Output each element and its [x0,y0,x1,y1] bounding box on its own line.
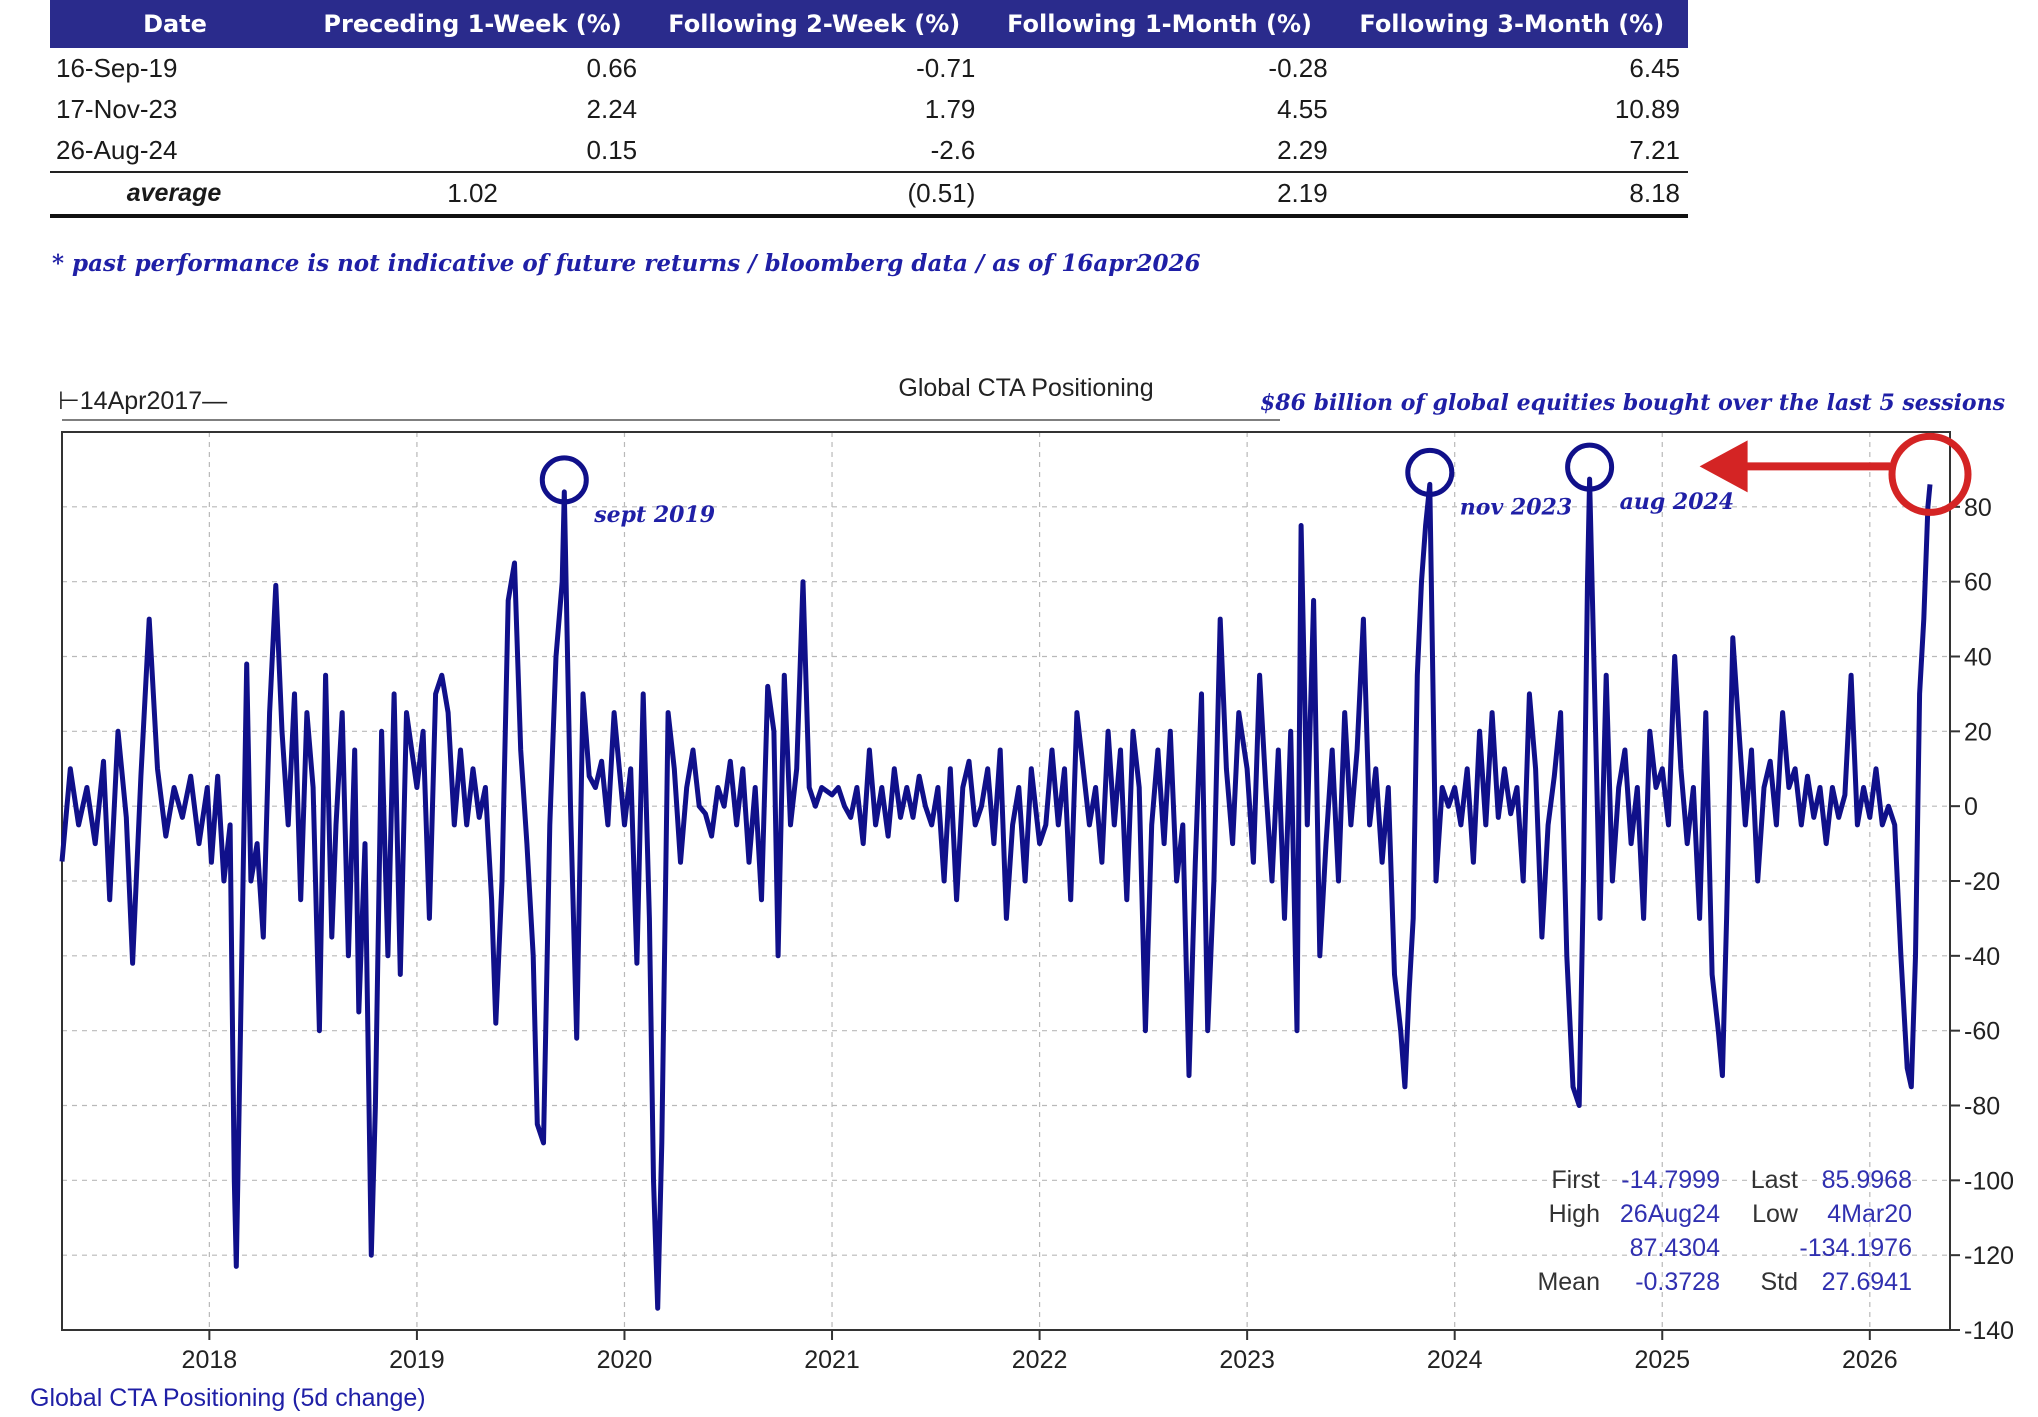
row-date: 26-Aug-24 [56,135,178,165]
row-f2w: 1.79 [924,94,976,124]
table-header-row: Date Preceding 1-Week (%) Following 2-We… [50,0,1688,48]
average-label: average [50,171,300,218]
stat-high-date: 26Aug24 [1620,1200,1720,1228]
stat-first-value: -14.7999 [1621,1166,1720,1194]
stat-mean-label: Mean [1537,1268,1600,1296]
annotation-circle-nov-2023 [1405,447,1455,497]
y-tick-label: 0 [1964,793,1978,821]
x-tick-label: 2021 [804,1346,860,1374]
start-date-label: ⊢14Apr2017— [58,387,227,415]
row-f1m: 2.29 [1277,135,1328,165]
y-tick-label: -60 [1964,1018,2000,1046]
y-tick-label: 60 [1964,569,1992,597]
stat-std-label: Std [1760,1268,1798,1296]
annotation-label-aug-2024: aug 2024 [1620,489,1735,515]
y-tick-label: 80 [1964,494,1992,522]
start-date-text: 14Apr2017 [80,387,202,415]
row-f3m: 6.45 [1629,53,1680,83]
stat-std-value: 27.6941 [1822,1268,1912,1296]
x-tick-label: 2024 [1427,1346,1483,1374]
y-tick-label: 20 [1964,718,1992,746]
stat-last-label: Last [1751,1166,1798,1194]
row-f3m: 10.89 [1614,94,1680,124]
row-pre1w: 0.15 [586,135,638,165]
y-tick-label: -80 [1964,1093,2000,1121]
y-tick-label: -140 [1964,1317,2014,1345]
series-line [59,476,1933,1311]
stat-low-value: -134.1976 [1799,1234,1912,1262]
table-row: 26-Aug-24 0.15 -2.6 2.29 7.21 [50,130,1688,172]
row-f2w: -2.6 [930,135,976,165]
headline-annotation: $86 billion of global equities bought ov… [1260,390,2005,416]
row-date: 17-Nov-23 [56,94,178,124]
x-axis: 2018 2019 2020 2021 2022 2023 2024 2025 2026 [182,1330,1898,1374]
average-row: average 1.02 (0.51) 2.19 8.18 [50,171,1688,218]
annotations: sept 2019 nov 2023 aug 2024 [539,432,1972,528]
table-row: 16-Sep-19 0.66 -0.71 -0.28 6.45 [50,48,1688,89]
average-f1m: 2.19 [983,171,1336,218]
row-f2w: -0.71 [916,53,976,83]
x-tick-label: 2018 [182,1346,238,1374]
stat-last-value: 85.9968 [1822,1166,1912,1194]
stat-low-date: 4Mar20 [1827,1200,1912,1228]
average-f3m: 8.18 [1335,171,1688,218]
y-tick-label: -40 [1964,943,2000,971]
average-f2w: (0.51) [645,171,984,218]
chart-title: Global CTA Positioning [898,374,1153,402]
row-pre1w: 0.66 [586,53,638,83]
average-pre1w: 1.02 [300,171,646,218]
header-following-1m: Following 1-Month (%) [983,0,1336,48]
stat-high-label: High [1549,1200,1600,1228]
row-date: 16-Sep-19 [56,53,178,83]
header-preceding-1w: Preceding 1-Week (%) [300,0,646,48]
annotation-label-sept-2019: sept 2019 [593,502,715,528]
y-tick-label: -100 [1964,1167,2014,1195]
disclaimer-note: * past performance is not indicative of … [52,250,1201,277]
x-tick-label: 2023 [1219,1346,1275,1374]
series-legend-label: Global CTA Positioning (5d change) [30,1384,426,1412]
stat-mean-value: -0.3728 [1635,1268,1720,1296]
annotation-circle-aug-2024 [1565,442,1615,492]
header-following-2w: Following 2-Week (%) [645,0,984,48]
latest-highlight-circle [1888,432,1972,516]
y-axis: 80 60 40 20 0 -20 -40 -60 -80 -100 -120 -140 [1950,494,2014,1345]
row-f1m: 4.55 [1277,94,1328,124]
table-row: 17-Nov-23 2.24 1.79 4.55 10.89 [50,89,1688,130]
y-tick-label: -120 [1964,1242,2014,1270]
stats-box: First -14.7999 Last 85.9968 High 26Aug24… [1537,1166,1912,1296]
header-date: Date [50,0,300,48]
annotation-label-nov-2023: nov 2023 [1460,494,1572,520]
y-tick-label: -20 [1964,868,2000,896]
x-tick-label: 2019 [389,1346,445,1374]
row-f1m: -0.28 [1268,53,1328,83]
row-pre1w: 2.24 [586,94,638,124]
annotation-circle-sept-2019 [539,455,589,505]
x-tick-label: 2022 [1012,1346,1068,1374]
arrow-head [1699,440,1748,493]
stat-high-value: 87.4304 [1630,1234,1720,1262]
stat-low-label: Low [1752,1200,1799,1228]
stat-first-label: First [1551,1166,1600,1194]
y-tick-label: 40 [1964,644,1992,672]
x-tick-label: 2020 [597,1346,653,1374]
header-following-3m: Following 3-Month (%) [1335,0,1688,48]
x-tick-label: 2025 [1634,1346,1690,1374]
row-f3m: 7.21 [1629,135,1680,165]
x-tick-label: 2026 [1842,1346,1898,1374]
performance-table: Date Preceding 1-Week (%) Following 2-We… [50,0,1688,218]
